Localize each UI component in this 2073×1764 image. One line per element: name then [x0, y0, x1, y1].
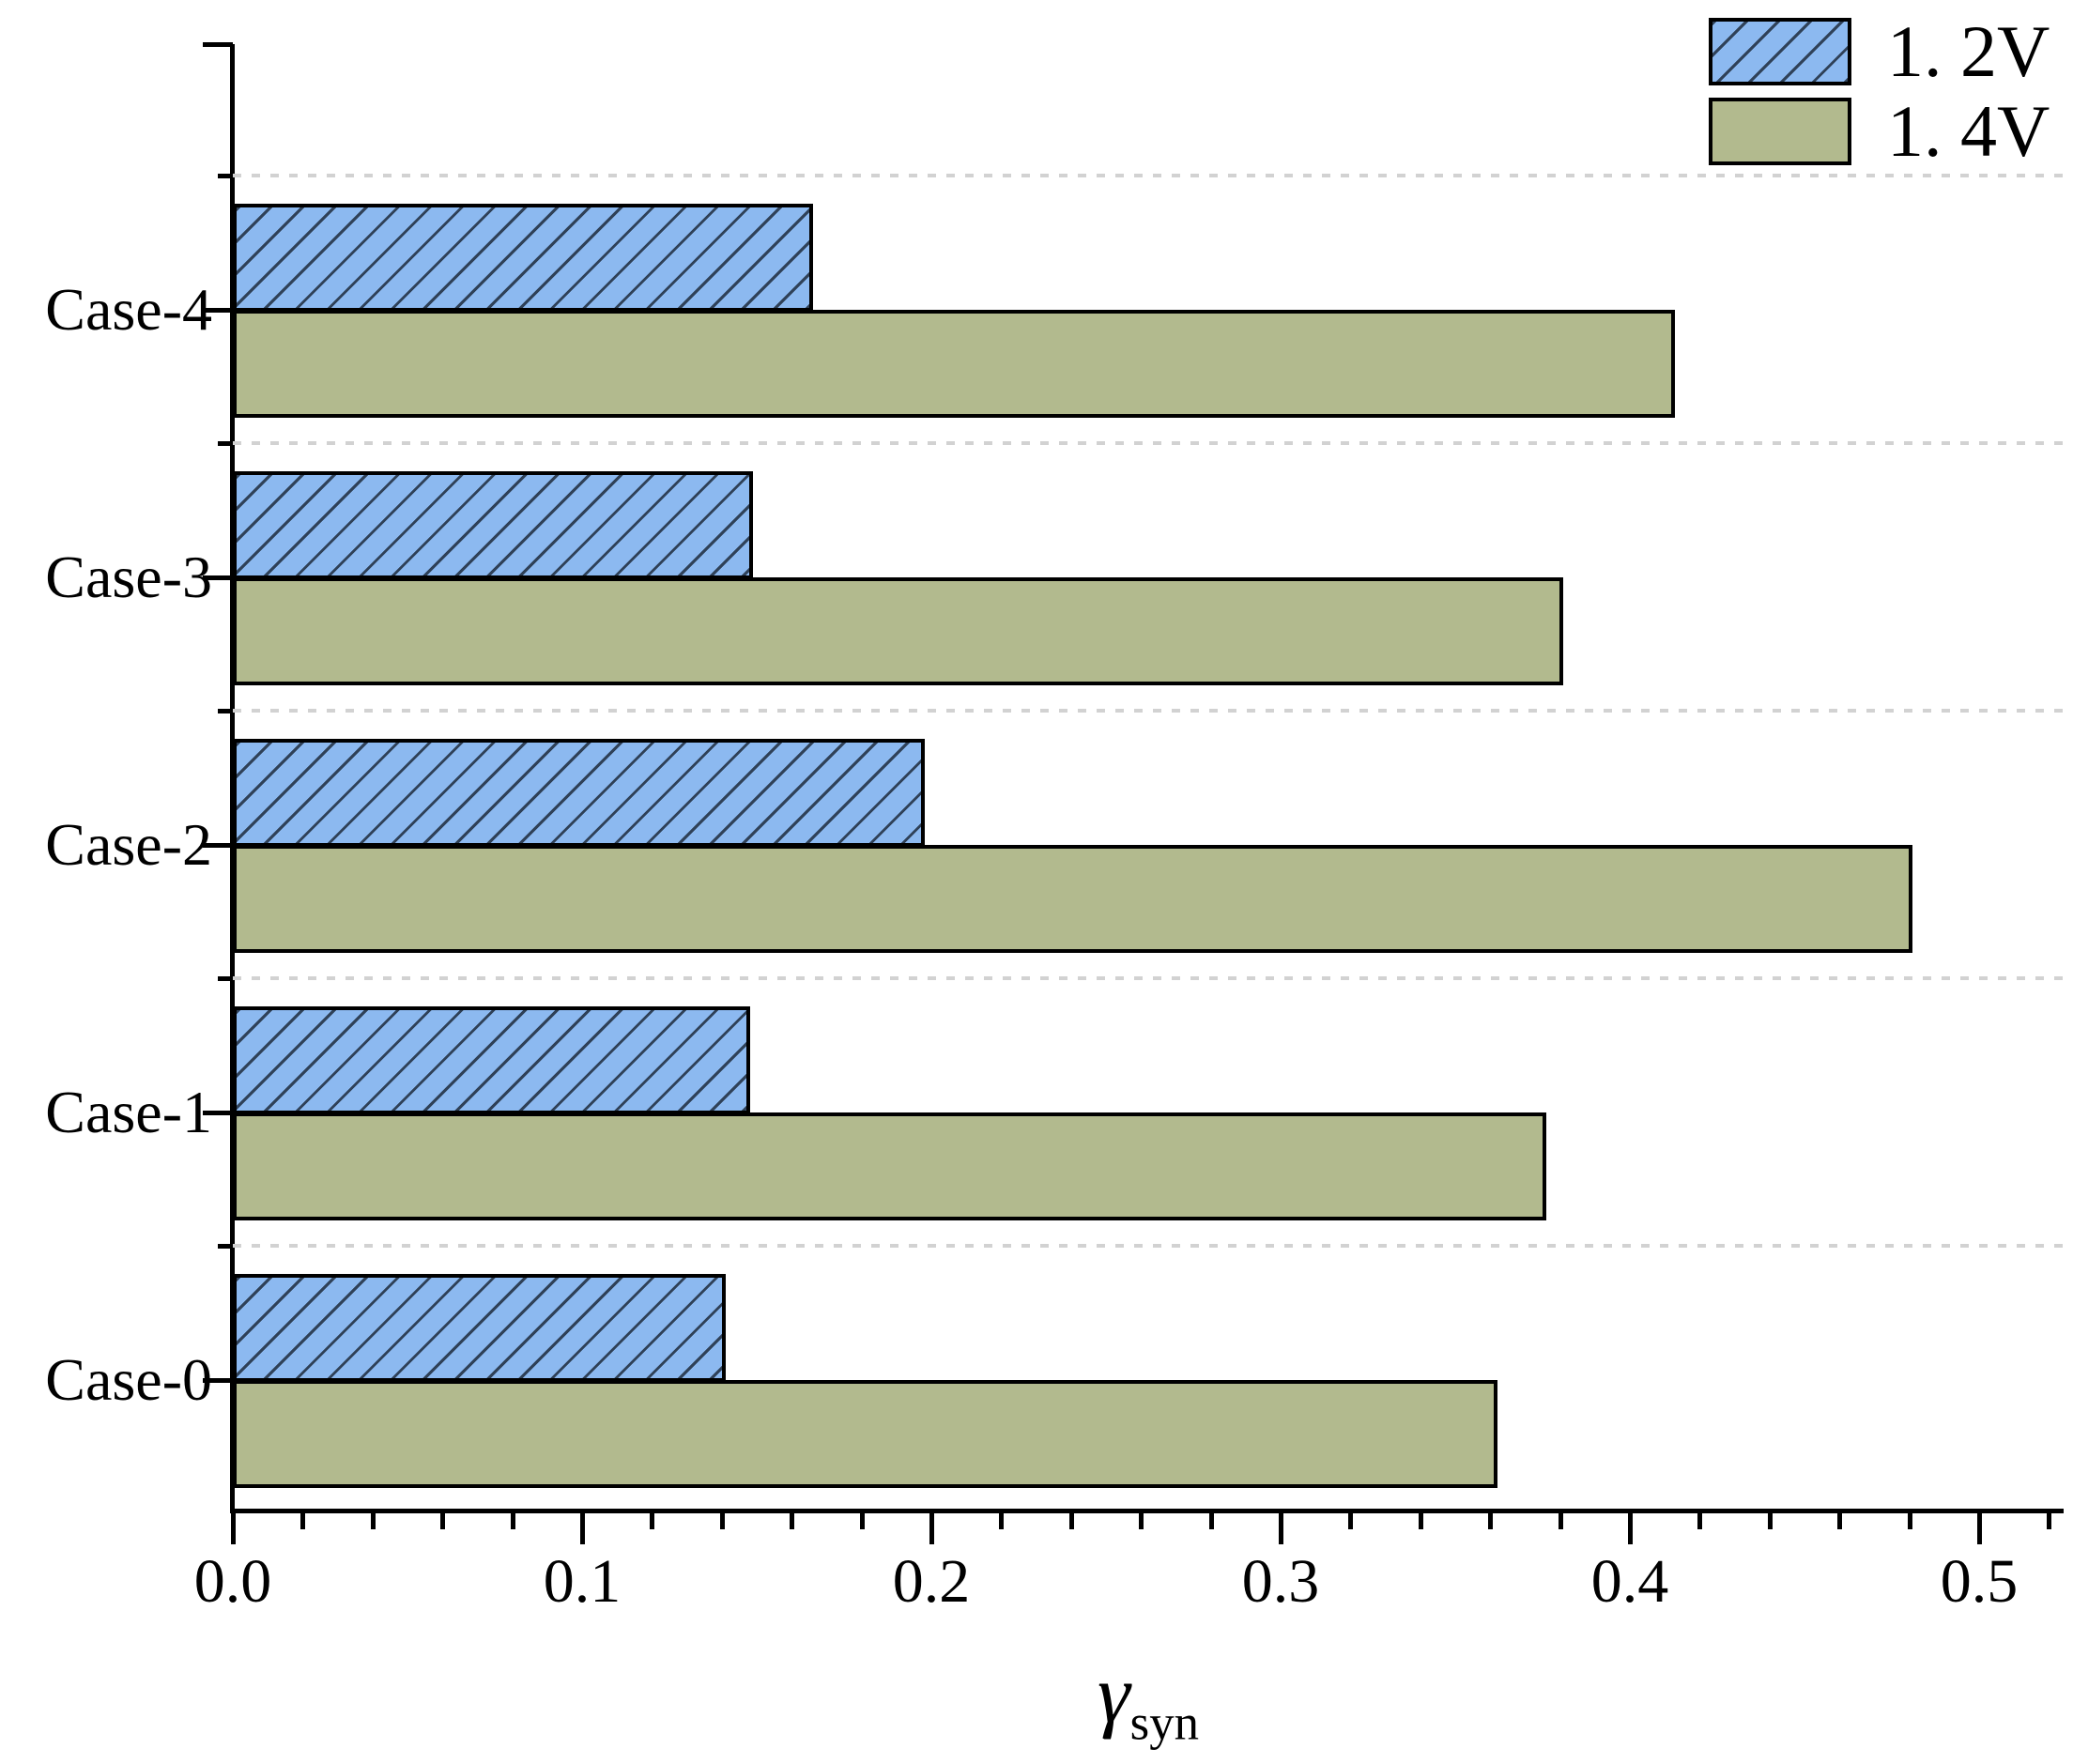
x-axis-major-tick	[1279, 1512, 1283, 1544]
x-axis-minor-tick	[1907, 1512, 1912, 1529]
y-tick-label-case-2: Case-2	[45, 811, 212, 878]
y-axis-top-tick	[203, 42, 233, 47]
x-axis-minor-tick	[440, 1512, 446, 1529]
x-axis-minor-tick	[719, 1512, 725, 1529]
x-axis-major-tick	[1977, 1512, 1982, 1544]
x-tick-label-0.5: 0.5	[1940, 1547, 2019, 1616]
x-axis-minor-tick	[1348, 1512, 1354, 1529]
y-axis-minor-tick	[218, 1244, 233, 1249]
legend-swatch-1-4v	[1709, 98, 1851, 165]
x-axis-minor-tick	[1068, 1512, 1074, 1529]
y-tick-label-case-4: Case-4	[45, 276, 212, 343]
x-axis-minor-tick	[510, 1512, 515, 1529]
bar-case-4-1-4v	[233, 310, 1675, 418]
y-axis-minor-tick	[218, 441, 233, 446]
x-tick-label-0.1: 0.1	[543, 1547, 622, 1616]
legend-label-1-2v: 1. 2V	[1887, 10, 2050, 92]
gridline	[233, 174, 2064, 177]
x-axis-title: γsyn	[233, 1654, 2064, 1748]
x-axis-minor-tick	[1767, 1512, 1773, 1529]
x-tick-label-0.2: 0.2	[892, 1547, 971, 1616]
x-axis-minor-tick	[859, 1512, 865, 1529]
y-axis-minor-tick	[218, 976, 233, 981]
y-axis-minor-tick	[218, 174, 233, 178]
gridline	[233, 1244, 2064, 1248]
bar-case-0-1-2v	[233, 1274, 726, 1382]
x-axis-title-subscript: syn	[1129, 1695, 1200, 1751]
y-axis-major-tick	[203, 1378, 233, 1383]
y-axis-major-tick	[203, 1111, 233, 1115]
bar-case-3-1-4v	[233, 577, 1563, 685]
x-axis-minor-tick	[1208, 1512, 1214, 1529]
x-axis-minor-tick	[1418, 1512, 1423, 1529]
x-axis-minor-tick	[790, 1512, 795, 1529]
legend-label-1-4v: 1. 4V	[1887, 90, 2050, 172]
legend-swatch-1-2v	[1709, 18, 1851, 85]
y-tick-label-case-1: Case-1	[45, 1079, 212, 1145]
y-axis-major-tick	[203, 843, 233, 848]
bar-case-1-1-4v	[233, 1112, 1546, 1220]
x-axis-major-tick	[1628, 1512, 1633, 1544]
y-tick-label-case-3: Case-3	[45, 544, 212, 610]
x-axis-line	[230, 1509, 2064, 1513]
x-axis-major-tick	[231, 1512, 236, 1544]
x-axis-minor-tick	[1697, 1512, 1703, 1529]
bar-case-2-1-2v	[233, 739, 925, 847]
gamma-symbol: γ	[1097, 1649, 1130, 1741]
gridline	[233, 709, 2064, 713]
x-axis-minor-tick	[999, 1512, 1005, 1529]
y-axis-minor-tick	[218, 709, 233, 713]
bar-case-2-1-4v	[233, 845, 1912, 953]
x-axis-major-tick	[580, 1512, 585, 1544]
x-tick-label-0.0: 0.0	[193, 1547, 272, 1616]
bar-case-0-1-4v	[233, 1380, 1497, 1488]
bar-case-4-1-2v	[233, 204, 813, 312]
x-tick-label-0.4: 0.4	[1590, 1547, 1669, 1616]
legend-item-1-4v: 1. 4V	[1709, 95, 2050, 168]
bar-case-1-1-2v	[233, 1006, 750, 1114]
x-axis-minor-tick	[1837, 1512, 1843, 1529]
x-axis-minor-tick	[370, 1512, 376, 1529]
legend: 1. 2V 1. 4V	[1709, 15, 2050, 168]
gridline	[233, 441, 2064, 445]
x-axis-minor-tick	[1139, 1512, 1144, 1529]
x-axis-minor-tick	[1488, 1512, 1494, 1529]
y-tick-label-case-0: Case-0	[45, 1346, 212, 1413]
x-axis-minor-tick	[2047, 1512, 2052, 1529]
x-tick-label-0.3: 0.3	[1241, 1547, 1320, 1616]
y-axis-line	[230, 44, 235, 1513]
gridline	[233, 976, 2064, 980]
bar-case-3-1-2v	[233, 471, 753, 579]
y-axis-major-tick	[203, 308, 233, 313]
legend-item-1-2v: 1. 2V	[1709, 15, 2050, 88]
x-axis-major-tick	[929, 1512, 934, 1544]
x-axis-minor-tick	[300, 1512, 306, 1529]
x-axis-minor-tick	[650, 1512, 655, 1529]
x-axis-minor-tick	[1558, 1512, 1563, 1529]
y-axis-major-tick	[203, 575, 233, 580]
